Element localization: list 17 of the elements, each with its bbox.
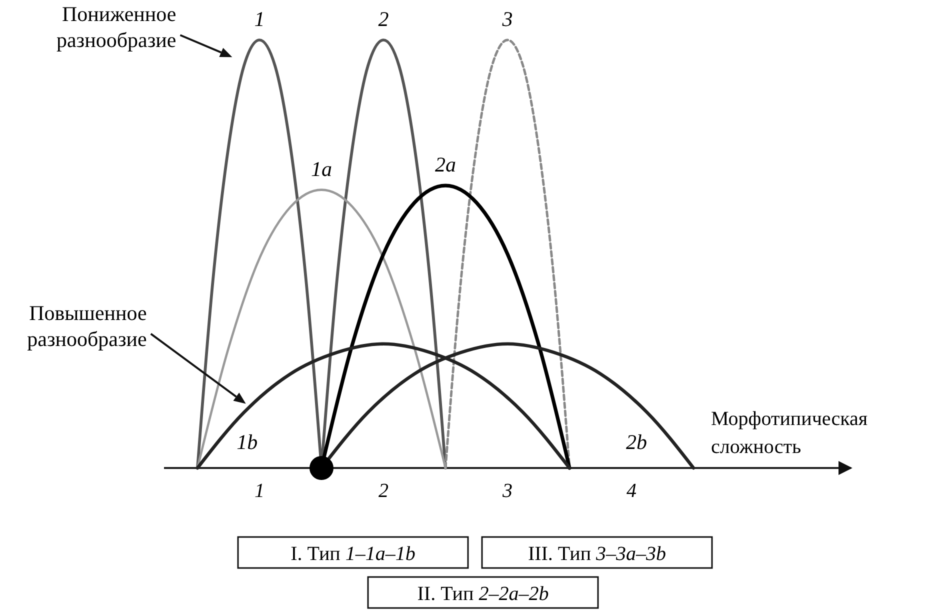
x-tick-label: 1 [254, 480, 264, 502]
text: III. Тип 3–3a–3b [528, 543, 666, 565]
annotation: 1a [310, 156, 332, 181]
annotation: 1 [254, 7, 265, 31]
x-tick-label: 3 [502, 480, 512, 502]
text: I. Тип 1–1a–1b [290, 543, 416, 565]
text: II. Тип 2–2a–2b [417, 583, 549, 605]
annotation: 1b [236, 430, 258, 454]
x-tick-label: 4 [626, 480, 637, 502]
annotation: 2 [378, 7, 390, 31]
x-tick-label: 2 [378, 480, 388, 502]
annotation: 2b [626, 430, 647, 454]
x-axis-title: Морфотипическая сложность [711, 408, 868, 458]
annotation: 3 [501, 7, 513, 31]
annotation: 2a [434, 152, 456, 177]
text: Повышенное разнообразие [27, 300, 147, 351]
annotation: Пониженное разнообразие [56, 2, 176, 52]
